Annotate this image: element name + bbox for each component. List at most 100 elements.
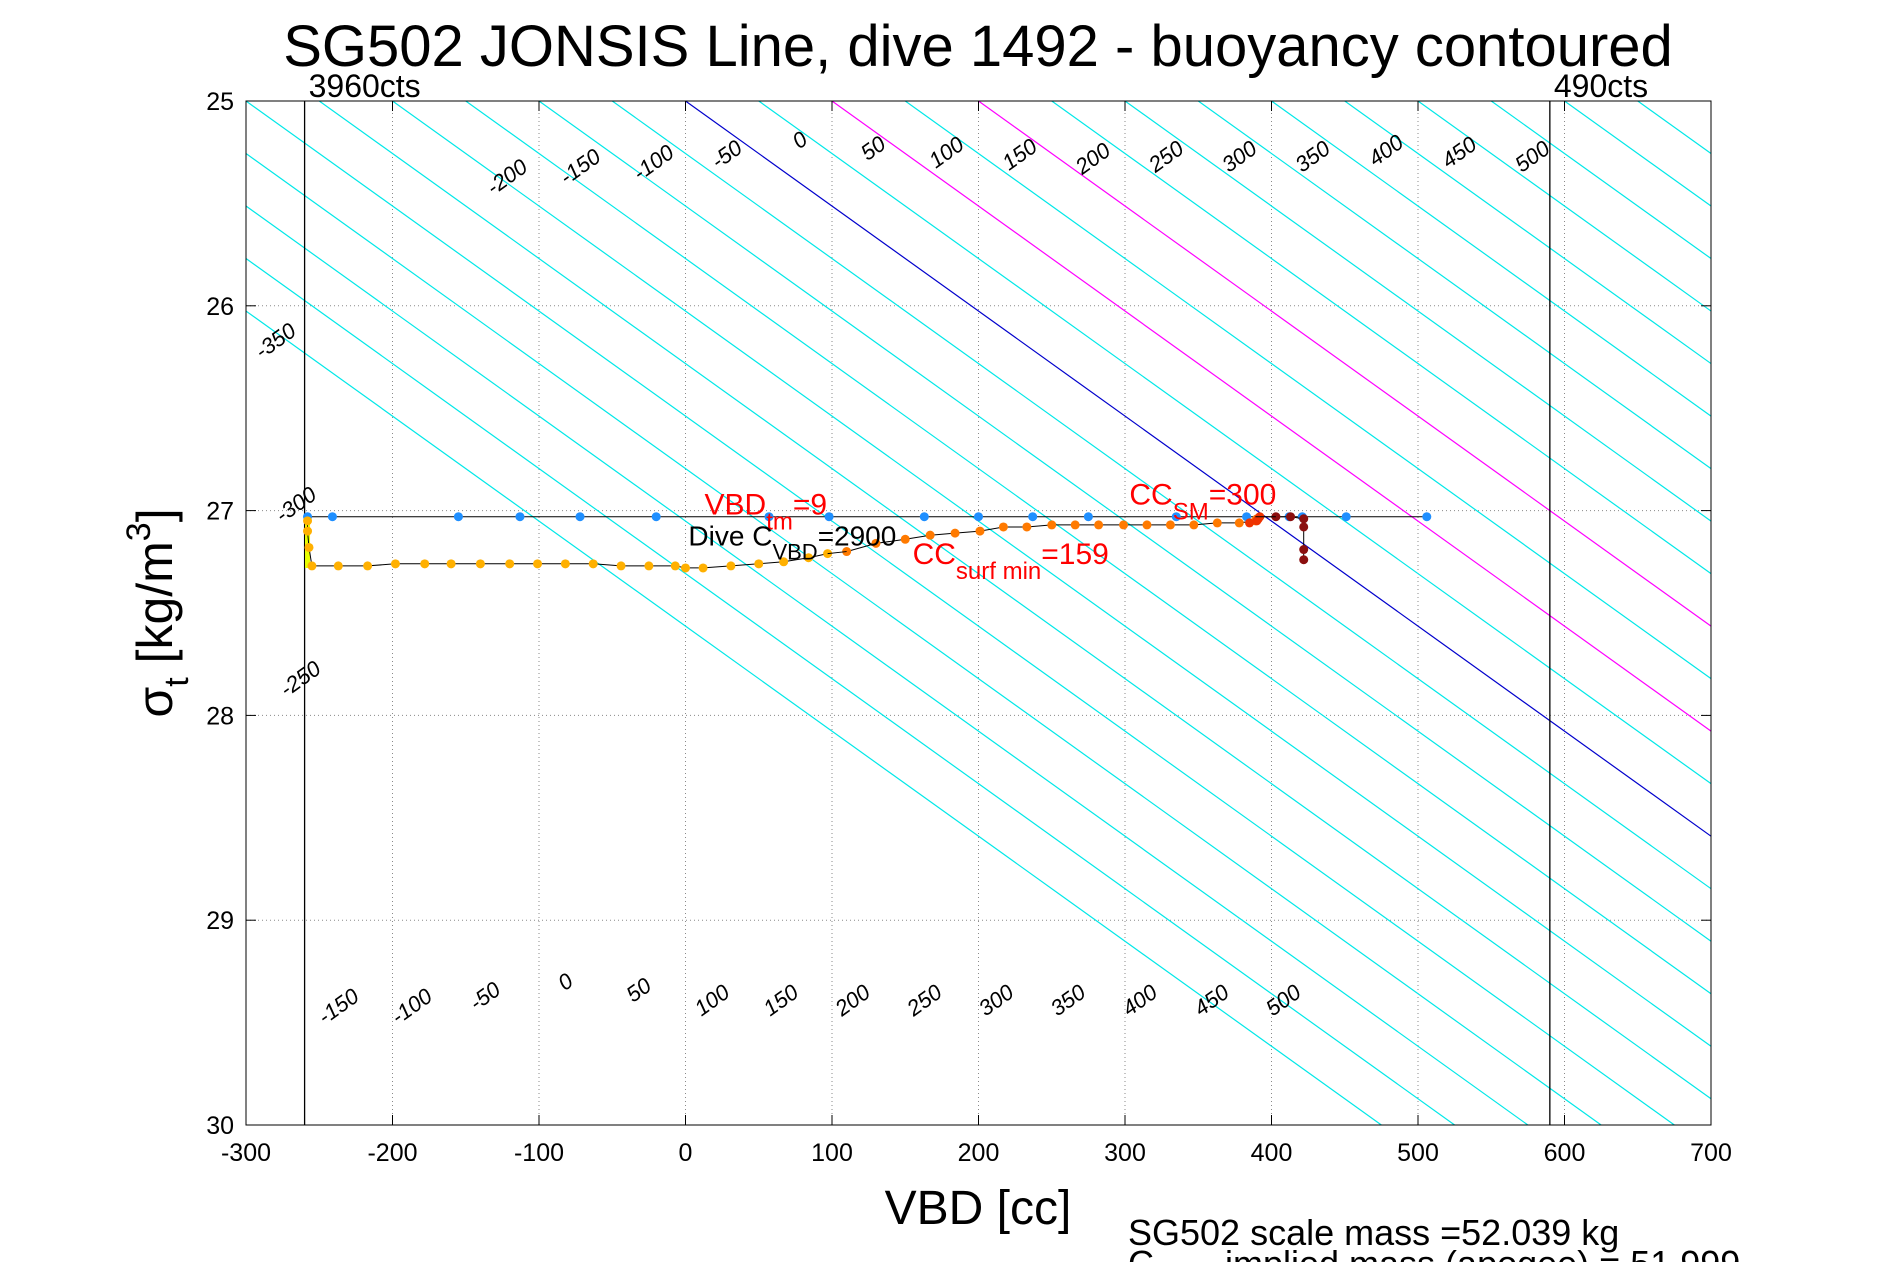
- profile-point: [307, 561, 317, 571]
- annotation: Dive CVBD=2900: [688, 520, 896, 564]
- contour-line: [758, 101, 1711, 785]
- y-tick-label: 28: [206, 702, 234, 730]
- profile-point: [1171, 512, 1181, 522]
- x-tick-label: -200: [367, 1139, 417, 1167]
- profile-point: [1422, 512, 1432, 522]
- profile-point: [616, 561, 626, 571]
- footer-scale-mass: SG502 scale mass =52.039 kg: [1128, 1212, 1619, 1253]
- y-axis-superscript: 3: [120, 522, 158, 541]
- profile-point: [824, 512, 834, 522]
- profile-point: [1299, 545, 1309, 555]
- profile-point: [925, 530, 935, 540]
- footer-implied-mass: implied mass (apogee) = 51.999: [1225, 1243, 1740, 1262]
- profile-point: [1245, 518, 1255, 528]
- profile-point: [453, 512, 463, 522]
- profile-point: [1028, 512, 1038, 522]
- profile-point: [446, 559, 456, 569]
- contour-line: [538, 101, 1711, 942]
- profile-point: [726, 561, 736, 571]
- profile-point: [304, 542, 314, 552]
- contour-line: [392, 101, 1711, 1047]
- profile-point: [575, 512, 585, 522]
- x-tick-labels: -300 -200 -100 0 100 200 300 400 500 600 700: [221, 1139, 1732, 1167]
- profile-point: [333, 561, 343, 571]
- contour-line: [1417, 101, 1711, 312]
- x-tick-label: 0: [679, 1139, 693, 1167]
- annotation: VBDtm=9: [705, 489, 828, 536]
- contour-line: [978, 101, 1711, 627]
- profile-point: [644, 561, 654, 571]
- profile-point: [651, 512, 661, 522]
- y-tick-label: 29: [206, 907, 234, 935]
- buoyancy-contours: [246, 101, 1711, 1125]
- profile-point: [1094, 520, 1104, 530]
- x-tick-label: 400: [1251, 1139, 1293, 1167]
- profile-point: [804, 553, 814, 563]
- profile-point: [1142, 520, 1152, 530]
- limit-label: 490cts: [1554, 68, 1648, 104]
- y-tick-label: 26: [206, 293, 234, 321]
- chart-title: SG502 JONSIS Line, dive 1492 - buoyancy …: [283, 14, 1673, 79]
- profile-point: [975, 526, 985, 536]
- profile-point: [303, 516, 313, 526]
- profile-point: [588, 559, 598, 569]
- profile-point: [698, 563, 708, 573]
- profile-point: [1189, 520, 1199, 530]
- profile-point: [998, 522, 1008, 532]
- x-tick-label: 100: [811, 1139, 853, 1167]
- profile-point: [1212, 518, 1222, 528]
- profile-point: [1299, 555, 1309, 565]
- contour-line: [685, 101, 1711, 837]
- x-tick-label: -100: [514, 1139, 564, 1167]
- profile-point: [1022, 522, 1032, 532]
- annotation: CCsurf min=159: [913, 538, 1109, 585]
- y-axis-subscript: t: [158, 677, 196, 687]
- profile-point: [681, 563, 690, 573]
- profile-point: [515, 512, 525, 522]
- profile-point: [533, 559, 543, 569]
- axis-ticks: [245, 100, 1712, 1126]
- profile-point: [670, 561, 680, 571]
- y-tick-label: 27: [206, 498, 234, 526]
- profile-point: [505, 559, 515, 569]
- x-axis-label: VBD [cc]: [885, 1182, 1072, 1235]
- grid-lines: [246, 101, 1711, 1125]
- profile-point: [1165, 520, 1175, 530]
- contour-line: [1271, 101, 1711, 417]
- contour-line: [1051, 101, 1711, 575]
- profile-point: [420, 559, 430, 569]
- profile-point: [1341, 512, 1351, 522]
- dive-profile: [303, 512, 1432, 573]
- profile-point: [1119, 520, 1129, 530]
- profile-point: [950, 528, 960, 538]
- contour-line: [246, 152, 1602, 1125]
- profile-point: [1083, 512, 1093, 522]
- profile-point: [754, 559, 764, 569]
- profile-point: [871, 538, 881, 548]
- profile-point: [1070, 520, 1080, 530]
- profile-line: [827, 551, 847, 555]
- profile-point: [900, 534, 910, 544]
- contour-line: [246, 205, 1529, 1125]
- profile-point: [363, 561, 373, 571]
- x-tick-label: -300: [221, 1139, 271, 1167]
- y-tick-labels: 25 26 27 28 29 30: [206, 88, 234, 1140]
- profile-point: [1047, 520, 1057, 530]
- profile-point: [764, 512, 774, 522]
- annotation: CCSM=300: [1129, 478, 1276, 525]
- contour-line: [246, 257, 1455, 1125]
- contour-line: [246, 101, 1675, 1125]
- profile-point: [1286, 512, 1296, 522]
- profile-point: [560, 559, 570, 569]
- profile-point: [475, 559, 485, 569]
- x-tick-label: 700: [1690, 1139, 1732, 1167]
- contour-line: [318, 101, 1711, 1100]
- y-tick-label: 30: [206, 1112, 234, 1140]
- footer-c-symbol: C: [1128, 1243, 1154, 1262]
- y-axis-label: σt [kg/m3]: [120, 508, 196, 717]
- x-tick-label: 600: [1544, 1139, 1586, 1167]
- contour-line: [246, 310, 1382, 1125]
- profile-point: [1299, 514, 1309, 524]
